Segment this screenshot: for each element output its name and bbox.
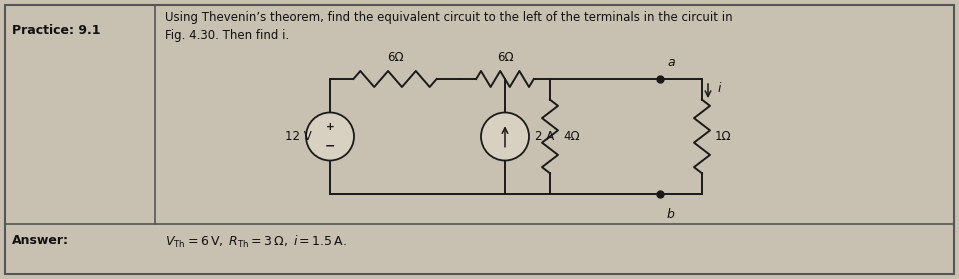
- Text: Using Thevenin’s theorem, find the equivalent circuit to the left of the termina: Using Thevenin’s theorem, find the equiv…: [165, 11, 733, 24]
- Text: 6Ω: 6Ω: [497, 51, 513, 64]
- Text: i: i: [718, 83, 721, 95]
- Text: 6Ω: 6Ω: [386, 51, 404, 64]
- Circle shape: [306, 112, 354, 160]
- Circle shape: [481, 112, 529, 160]
- Text: Practice: 9.1: Practice: 9.1: [12, 24, 101, 37]
- Text: Answer:: Answer:: [12, 234, 69, 247]
- Text: b: b: [667, 208, 675, 221]
- Text: −: −: [325, 139, 336, 152]
- Text: 1Ω: 1Ω: [715, 130, 732, 143]
- Text: 4Ω: 4Ω: [563, 130, 579, 143]
- Text: 12 V: 12 V: [285, 130, 312, 143]
- Text: +: +: [326, 122, 335, 133]
- Text: 2 A: 2 A: [535, 130, 554, 143]
- Text: a: a: [667, 56, 674, 69]
- FancyBboxPatch shape: [5, 5, 954, 274]
- Text: Fig. 4.30. Then find i.: Fig. 4.30. Then find i.: [165, 29, 290, 42]
- Text: $V_{\mathrm{Th}} = 6\,\mathrm{V},\; R_{\mathrm{Th}} = 3\,\Omega,\; i = 1.5\,\mat: $V_{\mathrm{Th}} = 6\,\mathrm{V},\; R_{\…: [165, 234, 347, 250]
